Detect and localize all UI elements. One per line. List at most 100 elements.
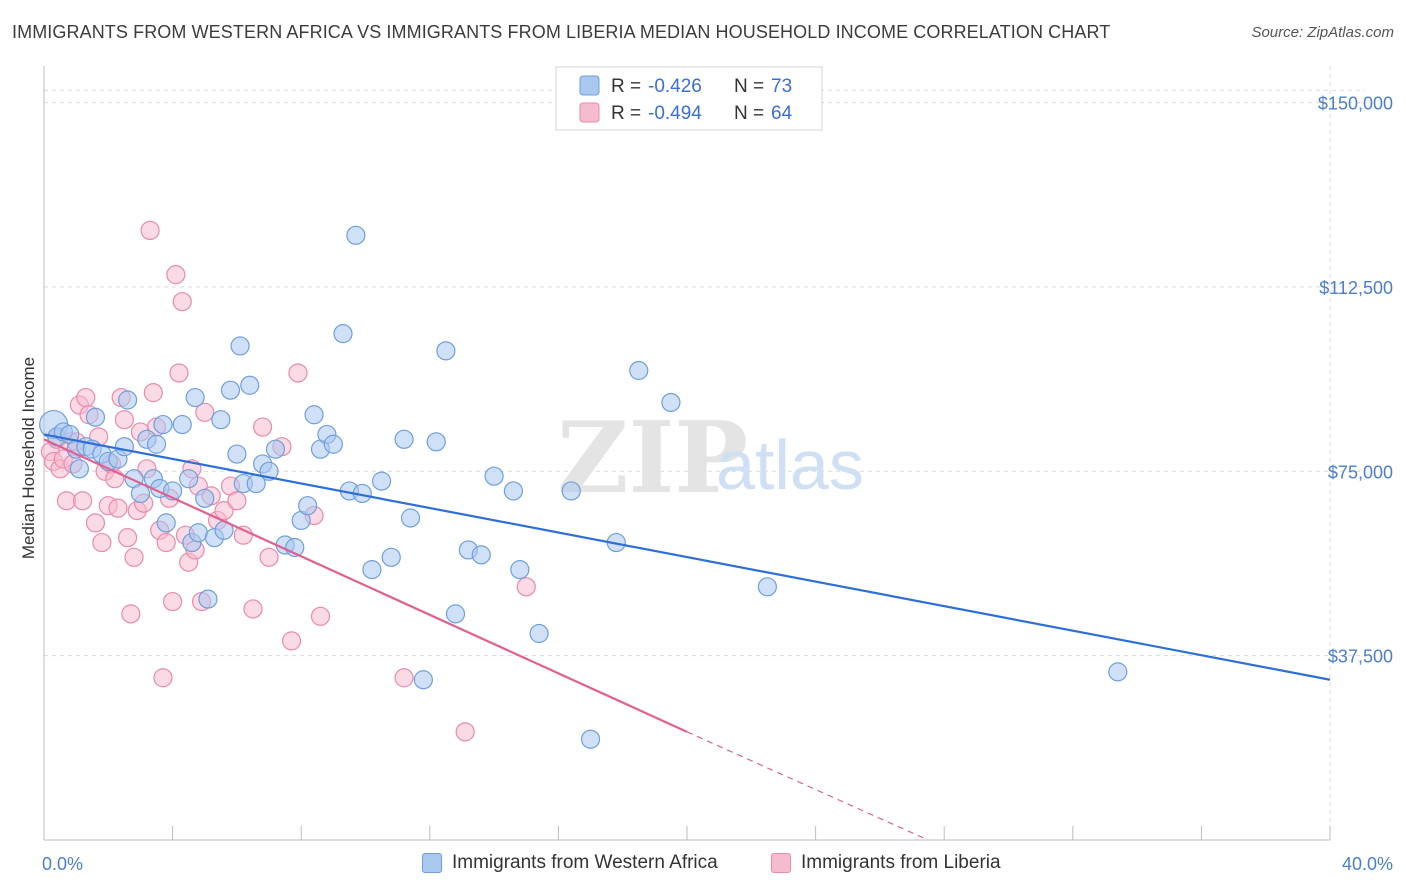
point-liberia-62: [394, 668, 414, 688]
point-western-africa-72: [629, 360, 649, 381]
point-western-africa-26: [185, 387, 205, 408]
point-liberia-63: [455, 722, 475, 742]
legend-n-label-1: N =: [734, 76, 764, 97]
point-liberia-35: [156, 532, 176, 553]
point-liberia-39: [169, 363, 189, 383]
point-liberia-61: [310, 606, 331, 626]
point-western-africa-60: [426, 432, 446, 452]
point-liberia-54: [243, 599, 263, 619]
point-western-africa-64: [471, 545, 491, 565]
legend-n-value-2: 64: [771, 103, 793, 124]
point-western-africa-20: [153, 414, 173, 435]
point-liberia-22: [114, 410, 134, 430]
point-western-africa-34: [227, 444, 247, 464]
point-western-africa-18: [146, 434, 167, 454]
legend-r-value-1: -0.426: [648, 76, 702, 97]
point-liberia-58: [281, 631, 302, 651]
point-liberia-10: [72, 491, 93, 511]
x-tick-label-1: 40.0%: [1342, 854, 1393, 874]
y-tick-label-2: $112,500: [1319, 278, 1393, 298]
y-tick-label-3: $150,000: [1318, 94, 1393, 114]
point-western-africa-73: [661, 392, 681, 413]
point-western-africa-45: [298, 496, 318, 516]
trend-line-0: [43, 433, 1331, 681]
legend-swatch-western-africa: [422, 853, 442, 873]
point-western-africa-65: [484, 466, 504, 486]
point-western-africa-67: [510, 560, 530, 580]
point-western-africa-37: [240, 375, 260, 395]
legend-n-label-2: N =: [734, 103, 764, 124]
legend-item-western-africa[interactable]: Immigrants from Western Africa: [422, 852, 718, 874]
legend-label-liberia: Immigrants from Liberia: [801, 852, 1001, 873]
y-tick-labels: $37,500 $75,000 $112,500 $150,000: [1318, 94, 1393, 667]
point-western-africa-50: [333, 324, 353, 344]
legend-item-liberia[interactable]: Immigrants from Liberia: [771, 852, 1001, 874]
legend-frame: [555, 66, 823, 131]
point-liberia-50: [214, 501, 234, 521]
legend-swatch-pink: [579, 102, 600, 123]
point-liberia-15: [92, 532, 112, 553]
legend-n-value-1: 73: [771, 76, 792, 97]
point-liberia-40: [172, 292, 192, 312]
y-axis-label: Median Household Income: [19, 357, 38, 559]
trend-line-1: [43, 438, 688, 733]
point-western-africa-66: [503, 481, 523, 501]
point-liberia-11: [76, 387, 96, 408]
point-western-africa-46: [304, 405, 324, 425]
point-liberia-55: [253, 417, 273, 437]
point-western-africa-69: [561, 481, 581, 501]
point-western-africa-56: [381, 547, 401, 567]
point-liberia-38: [166, 265, 186, 285]
point-western-africa-61: [436, 341, 456, 361]
point-western-africa-28: [195, 488, 215, 508]
point-liberia-52: [227, 491, 247, 511]
point-western-africa-75: [1108, 662, 1128, 682]
point-western-africa-54: [362, 560, 382, 580]
point-western-africa-27: [188, 523, 208, 543]
y-tick-label-0: $37,500: [1328, 647, 1393, 667]
point-western-africa-62: [445, 604, 466, 624]
correlation-legend: R = -0.426 N = 73 R = -0.494 N = 64: [555, 66, 823, 131]
point-liberia-24: [121, 604, 141, 624]
legend-r-label-1: R =: [611, 76, 641, 97]
y-tick-label-1: $75,000: [1328, 462, 1393, 482]
watermark-zip: ZIP: [557, 401, 748, 516]
point-western-africa-23: [172, 414, 192, 435]
point-western-africa-24: [179, 469, 199, 489]
point-liberia-13: [85, 513, 106, 533]
point-western-africa-21: [156, 513, 176, 533]
point-western-africa-70: [580, 729, 601, 749]
point-western-africa-31: [211, 410, 231, 430]
point-liberia-56: [259, 547, 279, 567]
point-liberia-25: [124, 547, 144, 567]
point-western-africa-52: [346, 225, 366, 245]
point-western-africa-57: [394, 429, 414, 449]
legend-r-label-2: R =: [611, 103, 641, 124]
point-western-africa-41: [265, 439, 286, 459]
series-legend: Immigrants from Western Africa Immigrant…: [0, 852, 1406, 878]
point-liberia-47: [195, 402, 215, 422]
point-liberia-31: [143, 383, 163, 403]
point-western-africa-35: [230, 336, 250, 356]
point-western-africa-59: [413, 670, 433, 690]
point-liberia-23: [117, 528, 138, 548]
point-liberia-5: [56, 491, 77, 511]
point-western-africa-8: [85, 407, 106, 427]
point-liberia-34: [153, 668, 173, 688]
point-western-africa-74: [757, 577, 777, 597]
x-tick-label-0: 0.0%: [42, 854, 83, 874]
point-liberia-37: [163, 591, 183, 612]
point-western-africa-29: [198, 589, 218, 609]
point-western-africa-58: [400, 508, 421, 528]
point-western-africa-5: [69, 459, 89, 479]
series-western-africa-points: [39, 225, 1128, 749]
legend-r-value-2: -0.494: [648, 103, 702, 124]
legend-label-western-africa: Immigrants from Western Africa: [452, 852, 718, 873]
point-western-africa-49: [323, 434, 343, 454]
point-liberia-64: [516, 577, 536, 597]
legend-swatch-liberia: [771, 853, 791, 873]
trend-lines: [43, 433, 1331, 841]
grid-lines: [44, 66, 1365, 840]
watermark: ZIP atlas: [557, 401, 864, 516]
